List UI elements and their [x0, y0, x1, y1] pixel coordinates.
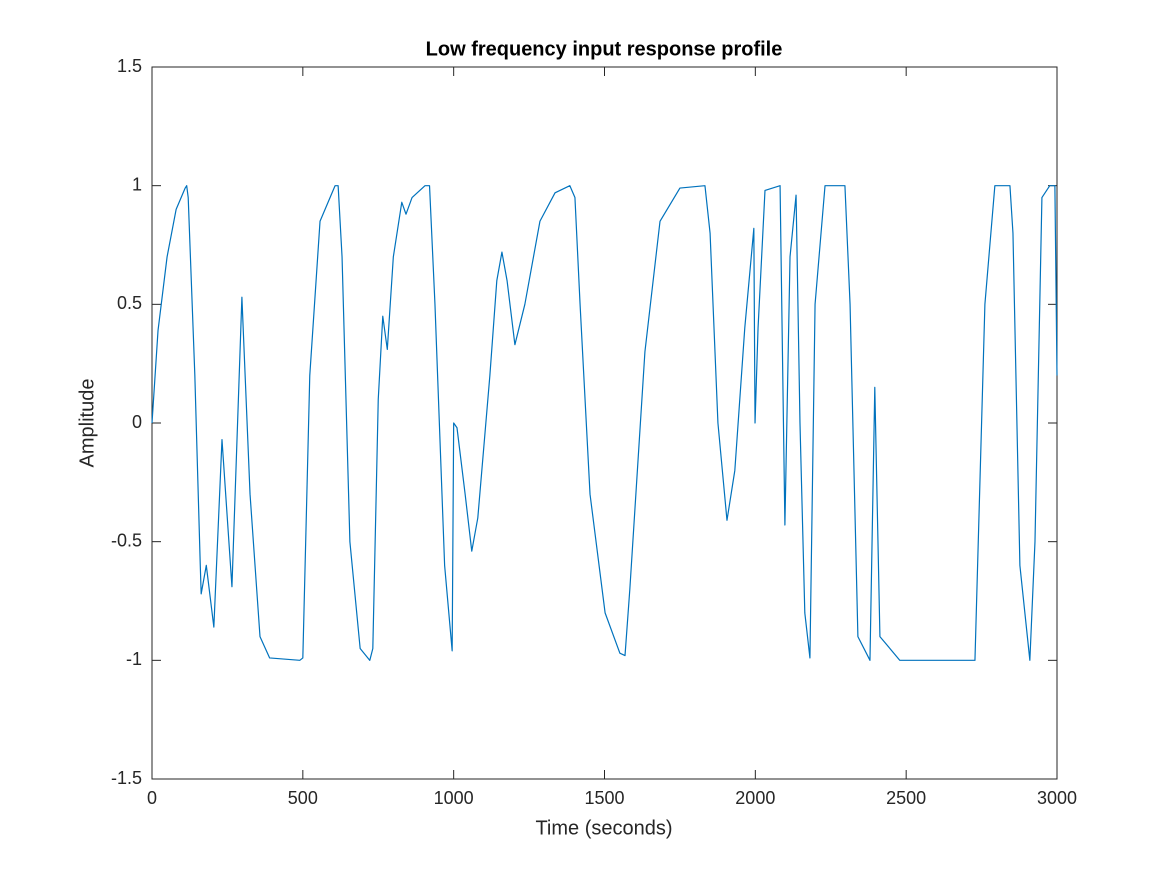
y-tick-label: 0.5 [117, 293, 142, 313]
x-tick-label: 500 [288, 788, 318, 808]
y-tick-label: 0 [132, 412, 142, 432]
x-tick-label: 2000 [735, 788, 775, 808]
y-tick-label: -1.5 [111, 768, 142, 788]
y-tick-label: -1 [126, 649, 142, 669]
chart-title: Low frequency input response profile [426, 38, 783, 60]
y-tick-label: 1 [132, 174, 142, 194]
x-tick-label: 3000 [1037, 788, 1077, 808]
plot-frame [151, 66, 1058, 780]
y-tick-label: -0.5 [111, 530, 142, 550]
x-tick-label: 2500 [886, 788, 926, 808]
x-tick-label: 1500 [584, 788, 624, 808]
y-axis-label: Amplitude [76, 379, 98, 468]
x-tick-label: 0 [147, 788, 157, 808]
x-tick-label: 1000 [434, 788, 474, 808]
data-line [151, 185, 1058, 661]
y-tick-label: 1.5 [117, 56, 142, 76]
x-axis-label: Time (seconds) [535, 817, 672, 839]
